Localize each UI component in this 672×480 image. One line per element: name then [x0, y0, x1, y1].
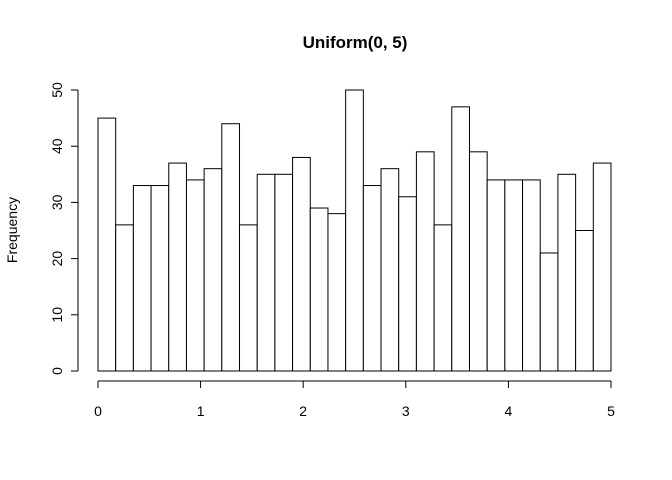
bar — [451, 106, 470, 372]
bar — [327, 213, 347, 372]
bar — [592, 162, 612, 372]
bar — [150, 185, 170, 372]
bar — [522, 179, 541, 372]
y-tick-label: 20 — [49, 251, 65, 267]
bar — [362, 185, 382, 372]
y-tick-label: 50 — [49, 82, 65, 98]
x-tick-label: 2 — [299, 403, 307, 419]
y-tick-label: 10 — [49, 307, 65, 323]
bar — [345, 89, 364, 372]
bar — [185, 179, 205, 372]
y-tick-label: 0 — [49, 367, 65, 375]
bar — [115, 224, 134, 372]
bar — [97, 117, 117, 372]
bar — [539, 252, 559, 372]
chart-title: Uniform(0, 5) — [303, 33, 408, 52]
bar — [486, 179, 506, 372]
bar — [309, 207, 329, 372]
bar — [221, 123, 241, 372]
bar — [239, 224, 258, 372]
x-tick-label: 5 — [607, 403, 615, 419]
bar — [168, 162, 187, 372]
y-axis-label: Frequency — [4, 197, 20, 263]
bar — [504, 179, 524, 372]
bar — [132, 185, 152, 372]
bar — [433, 224, 453, 372]
bar — [292, 156, 311, 372]
y-tick-label: 40 — [49, 138, 65, 154]
bar — [398, 196, 417, 372]
bar — [274, 173, 294, 372]
x-tick-label: 3 — [402, 403, 410, 419]
bar — [415, 151, 435, 372]
y-tick-label: 30 — [49, 194, 65, 210]
x-tick-label: 0 — [94, 403, 102, 419]
bar — [203, 168, 223, 372]
bar — [557, 173, 577, 372]
x-tick-label: 1 — [197, 403, 205, 419]
x-tick-label: 4 — [505, 403, 513, 419]
bar — [256, 173, 276, 372]
bar — [380, 168, 400, 372]
bar — [468, 151, 488, 372]
bar — [575, 230, 594, 372]
